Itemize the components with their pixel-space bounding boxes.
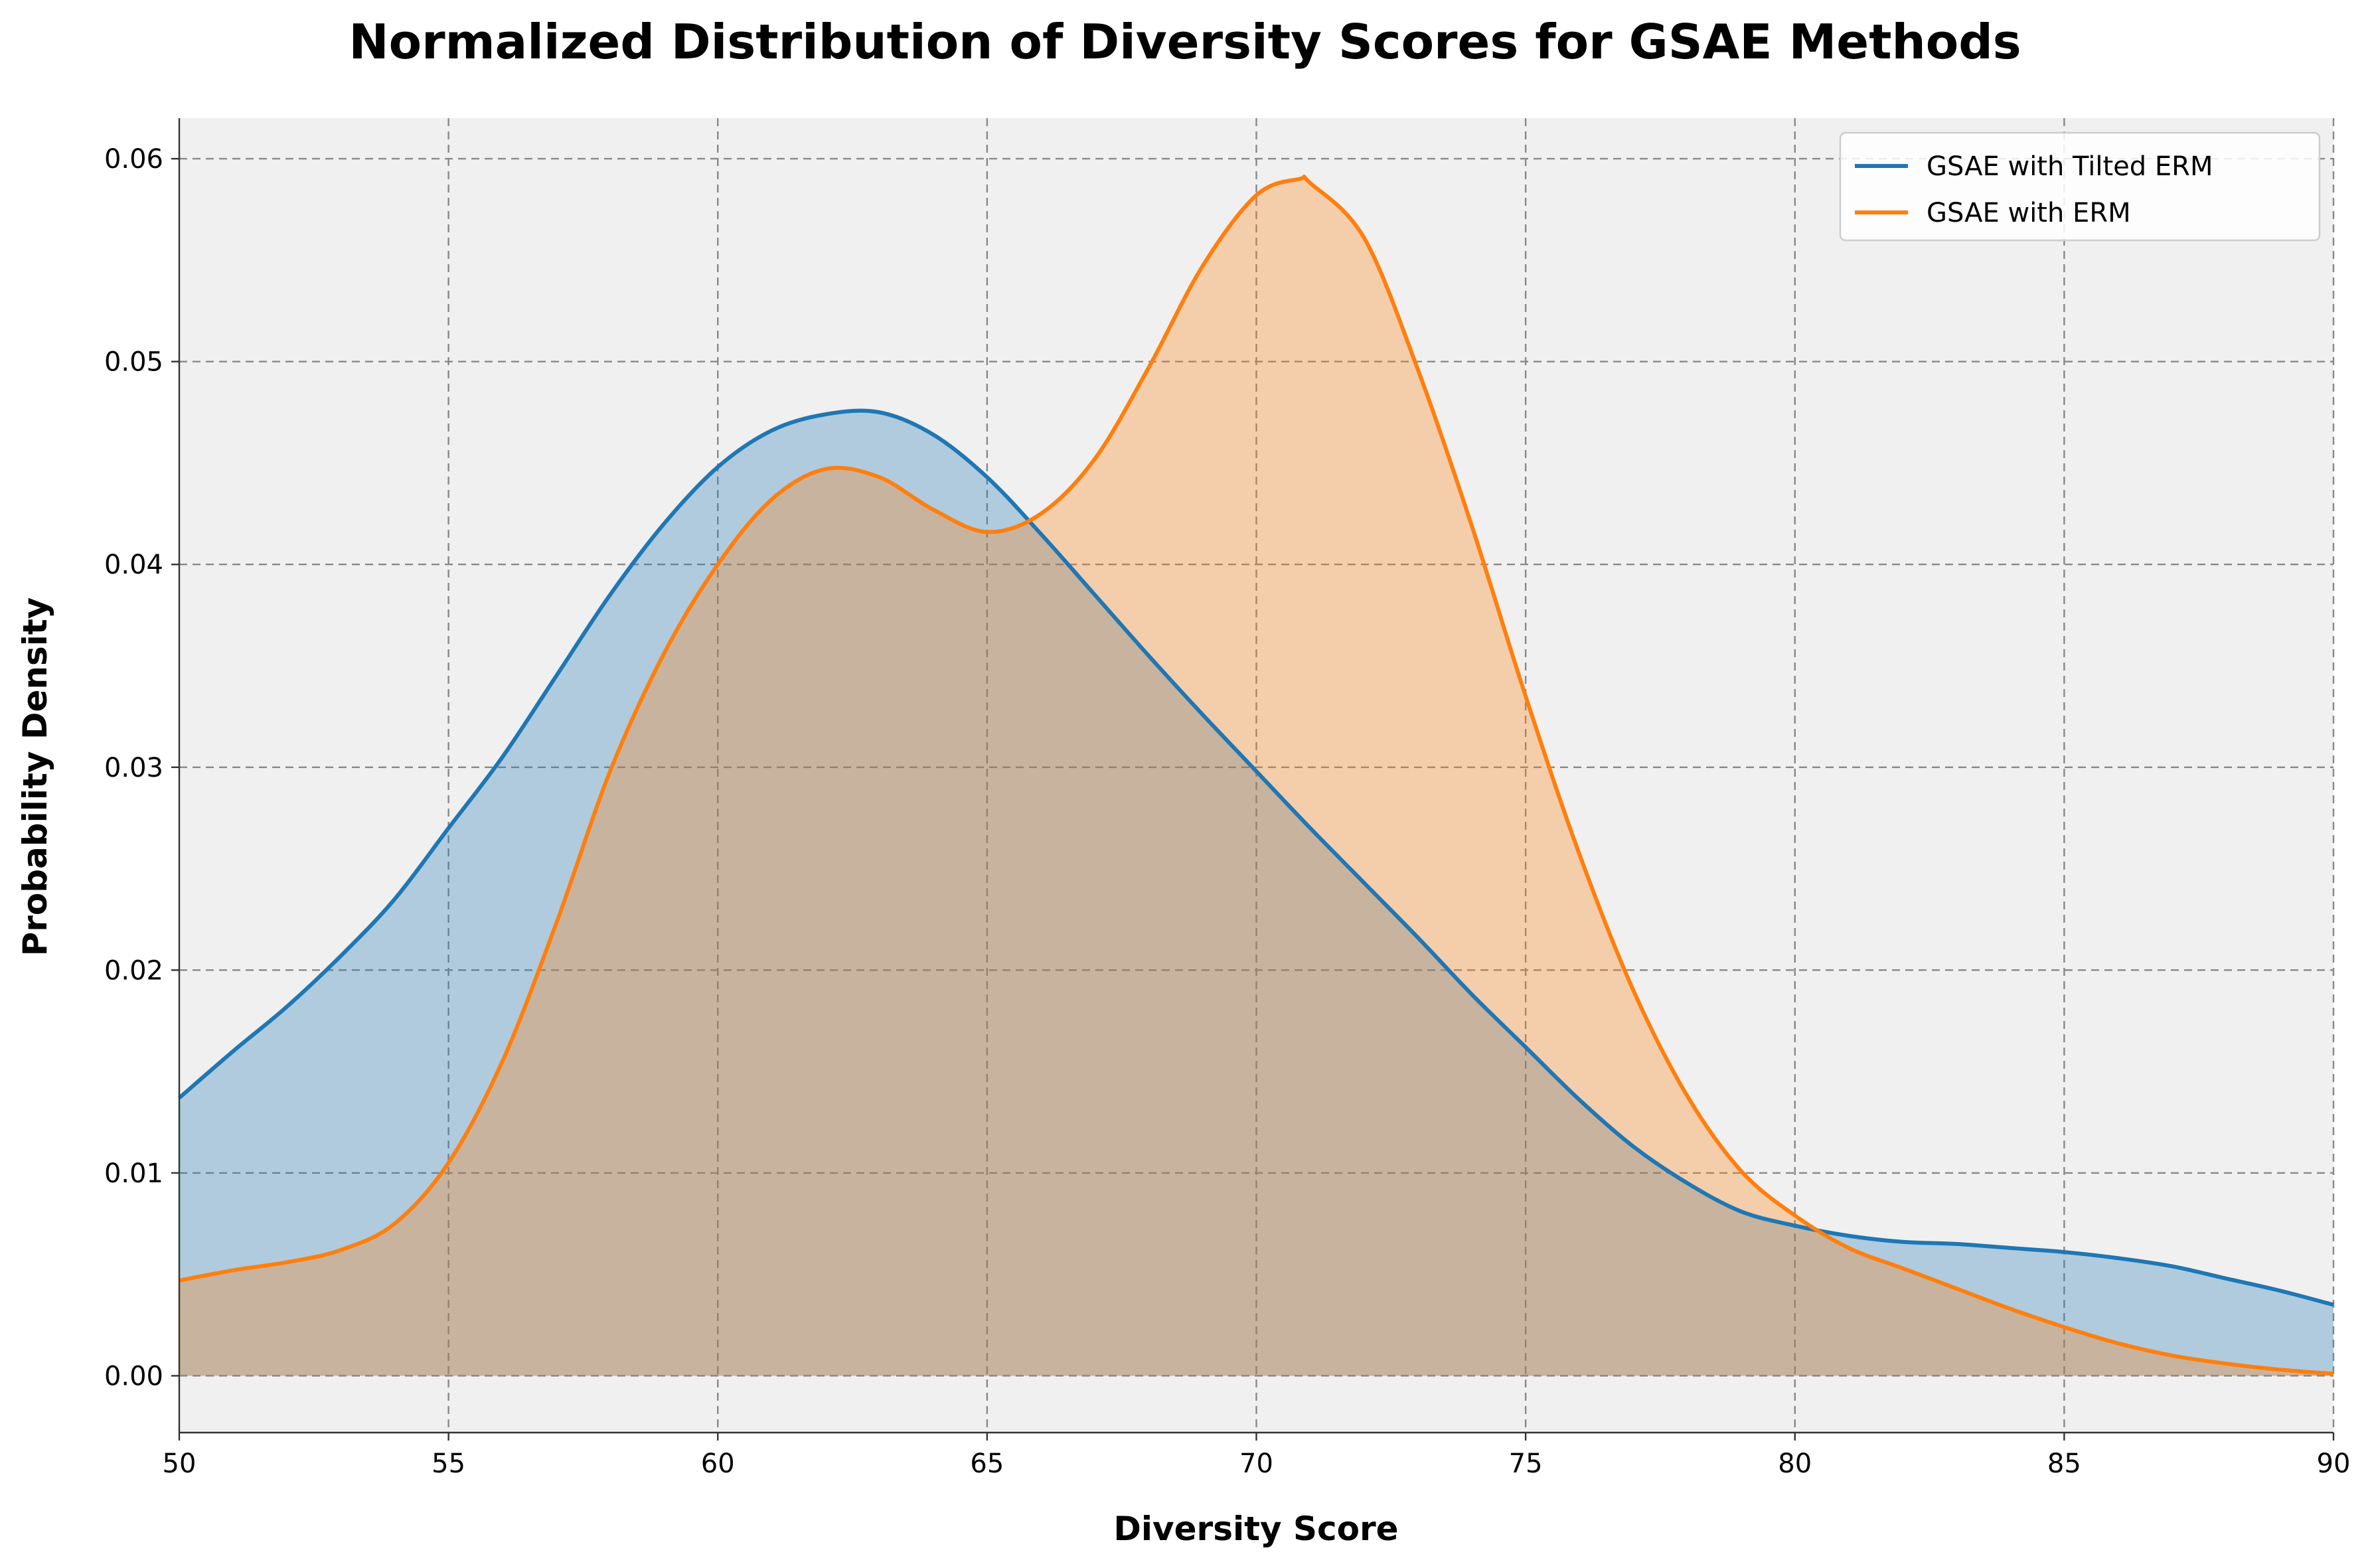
series-line-0	[178, 408, 2334, 1307]
x-tick-label-5: 75	[1509, 1449, 1543, 1479]
series-lines	[178, 175, 2334, 1376]
x-tick-label-7: 85	[2047, 1449, 2081, 1479]
x-tick-label-3: 65	[970, 1449, 1004, 1479]
y-tick-label-1: 0.01	[104, 1158, 163, 1189]
legend-label-erm: GSAE with ERM	[1927, 198, 2131, 228]
series-fill-0	[179, 410, 2333, 1376]
y-tick-label-5: 0.05	[104, 347, 163, 378]
y-tick-label-0: 0.00	[104, 1361, 163, 1391]
y-tick-label-4: 0.04	[104, 550, 163, 580]
series-line-1	[179, 175, 2334, 1376]
x-axis-label: Diversity Score	[1113, 1510, 1398, 1548]
axes: 50 55 60 65 70 75 80 85 90 0.00 0.01 0.02 0.03 0.04 0.…	[104, 118, 2351, 1479]
x-tick-label-6: 80	[1778, 1449, 1812, 1479]
legend-box	[1839, 131, 2321, 242]
grid	[179, 118, 2335, 1433]
y-axis-label: Probability Density	[16, 597, 54, 957]
x-tick-label-8: 90	[2317, 1449, 2351, 1479]
x-tick-label-1: 55	[432, 1449, 465, 1479]
x-tick-label-4: 70	[1239, 1449, 1273, 1479]
y-tick-label-2: 0.02	[104, 955, 163, 986]
series-fills	[179, 177, 2333, 1376]
legend: GSAE with Tilted ERM GSAE with ERM	[1839, 131, 2321, 242]
series-fill-1	[179, 177, 2333, 1376]
y-tick-label-3: 0.03	[104, 753, 163, 783]
x-tick-label-2: 60	[701, 1449, 735, 1479]
y-tick-label-6: 0.06	[104, 144, 163, 175]
chart-title: Normalized Distribution of Diversity Sco…	[349, 14, 2021, 70]
x-tick-label-0: 50	[163, 1449, 197, 1479]
legend-label-tilted-erm: GSAE with Tilted ERM	[1927, 151, 2213, 182]
